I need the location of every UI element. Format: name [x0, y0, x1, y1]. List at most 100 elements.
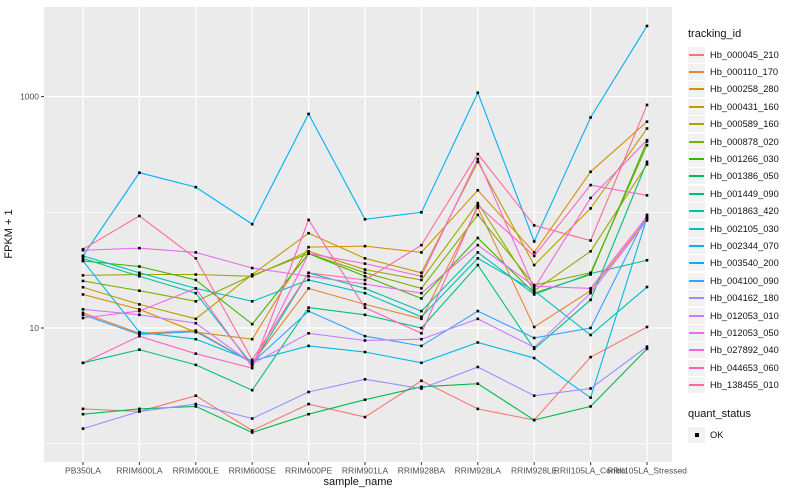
legend-entry: Hb_002344_070: [688, 237, 798, 254]
data-point: [194, 273, 198, 276]
legend-line-icon: [689, 349, 704, 352]
data-point: [589, 239, 592, 242]
legend-entry: Hb_001863_420: [688, 203, 798, 220]
legend-label: Hb_000110_170: [710, 67, 779, 78]
data-point: [194, 394, 198, 397]
data-point: [420, 337, 423, 341]
x-tick-label: PB350LA: [65, 466, 101, 476]
data-point: [476, 91, 480, 95]
data-point: [307, 250, 310, 253]
data-point: [138, 348, 141, 351]
data-point: [420, 315, 423, 319]
data-point: [363, 287, 367, 290]
data-point: [420, 344, 423, 348]
data-point: [420, 309, 423, 313]
data-point: [194, 257, 198, 260]
data-point: [420, 287, 423, 290]
legend-key: [688, 185, 705, 202]
data-point: [645, 24, 649, 28]
data-point: [476, 263, 480, 267]
legend-label: Hb_044653_060: [710, 362, 779, 373]
data-point: [250, 362, 254, 366]
data-point: [532, 394, 536, 397]
data-point: [138, 171, 141, 174]
legend-entry: Hb_000045_210: [688, 46, 798, 63]
legend-label: Hb_002105_030: [710, 223, 779, 234]
quant-status-title: quant_status: [688, 407, 751, 420]
data-point: [532, 418, 536, 422]
legend-label: Hb_000878_020: [710, 136, 779, 147]
data-point: [476, 157, 480, 161]
legend-line-icon: [689, 140, 704, 143]
legend-line-icon: [689, 175, 704, 178]
data-point: [81, 316, 85, 320]
data-point: [532, 336, 536, 340]
data-point: [476, 213, 480, 217]
data-point: [476, 251, 480, 254]
data-point: [81, 247, 85, 251]
data-point: [307, 390, 310, 394]
x-tick-label: RRIM600SE: [229, 466, 277, 476]
data-point: [532, 289, 536, 293]
data-point: [81, 285, 85, 289]
data-point: [250, 322, 254, 326]
data-point: [363, 306, 367, 309]
legend-key: [688, 203, 705, 220]
data-point: [307, 245, 310, 249]
quant-status-entry: OK: [688, 426, 798, 443]
x-tick-label: RRIM928LE: [511, 466, 558, 476]
data-point: [138, 265, 141, 268]
data-point: [420, 271, 423, 275]
data-point: [363, 313, 367, 317]
data-point: [307, 231, 310, 235]
data-point: [250, 337, 254, 341]
data-point: [363, 378, 367, 381]
data-point: [194, 317, 198, 321]
legend-line-icon: [689, 297, 704, 300]
data-point: [307, 331, 310, 335]
legend-line-icon: [689, 366, 704, 369]
legend-line-icon: [689, 279, 704, 282]
data-point: [589, 298, 592, 302]
data-point: [532, 356, 536, 360]
data-point: [476, 243, 480, 247]
data-point: [363, 291, 367, 295]
data-point: [645, 345, 649, 348]
legend-key: [688, 359, 705, 376]
data-point: [250, 222, 254, 226]
data-point: [420, 274, 423, 278]
legend-entry: Hb_004162_180: [688, 289, 798, 307]
legend-label: Hb_000431_160: [710, 101, 779, 112]
data-point: [645, 325, 649, 329]
data-point: [476, 341, 480, 344]
data-point: [138, 330, 141, 334]
data-point: [81, 311, 85, 315]
data-point: [589, 387, 592, 390]
data-point: [138, 410, 141, 413]
legend-line-icon: [689, 384, 704, 387]
data-point: [589, 250, 592, 253]
data-point: [138, 274, 141, 278]
data-point: [307, 271, 310, 275]
data-point: [307, 306, 310, 309]
legend-key: [688, 272, 705, 289]
legend-entry: Hb_044653_060: [688, 359, 798, 376]
legend-line-icon: [689, 53, 704, 56]
data-point: [532, 293, 536, 296]
quant-status-legend: quant_status OK: [688, 408, 798, 443]
data-point: [589, 207, 592, 210]
data-point: [532, 346, 536, 349]
data-point: [307, 252, 310, 255]
data-point: [138, 246, 141, 250]
data-point: [420, 326, 423, 330]
data-point: [476, 152, 480, 156]
data-point: [589, 396, 592, 399]
data-point: [532, 284, 536, 288]
legend-label: Hb_004162_180: [710, 293, 779, 304]
legend-entry: Hb_027892_040: [688, 342, 798, 359]
data-point: [81, 274, 85, 277]
data-point: [532, 347, 536, 351]
legend-label: Hb_027892_040: [710, 345, 779, 356]
data-point: [420, 387, 423, 390]
data-point: [81, 427, 85, 430]
